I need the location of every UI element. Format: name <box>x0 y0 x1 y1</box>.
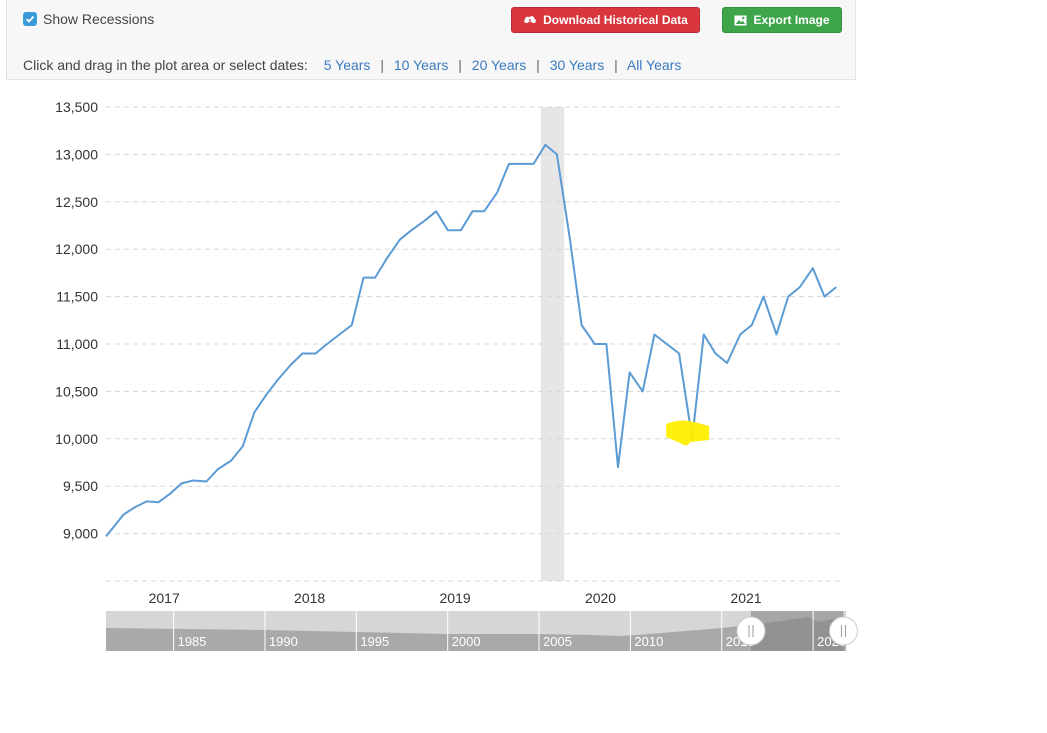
navigator-left-handle[interactable] <box>736 616 766 646</box>
download-historical-data-button[interactable]: Download Historical Data <box>511 7 700 33</box>
range-30-years-link[interactable]: 30 Years <box>549 57 605 73</box>
image-icon <box>734 15 747 25</box>
series-line[interactable] <box>105 143 837 538</box>
x-tick-label: 2019 <box>440 590 471 606</box>
navigator-selected-window[interactable] <box>750 611 844 651</box>
navigator-year-label: 2010 <box>634 634 663 649</box>
y-tick-label: 11,000 <box>56 336 98 352</box>
y-tick-label: 9,500 <box>63 478 98 494</box>
range-all-years-link[interactable]: All Years <box>626 57 682 73</box>
recession-band <box>540 107 565 581</box>
download-button-label: Download Historical Data <box>543 13 688 27</box>
y-tick-label: 13,500 <box>55 99 98 115</box>
cloud-download-icon <box>524 16 537 26</box>
range-20-years-link[interactable]: 20 Years <box>471 57 527 73</box>
range-prompt: Click and drag in the plot area or selec… <box>23 57 308 73</box>
show-recessions-label: Show Recessions <box>43 11 155 27</box>
y-tick-label: 9,000 <box>63 526 98 542</box>
range-separator: | <box>536 57 540 73</box>
navigator-right-handle[interactable] <box>828 616 858 646</box>
navigator-year-label: 2005 <box>543 634 572 649</box>
navigator-year-label: 1995 <box>360 634 389 649</box>
y-tick-label: 12,500 <box>55 194 98 210</box>
navigator-series <box>106 617 846 651</box>
range-separator: | <box>458 57 462 73</box>
x-tick-label: 2020 <box>585 590 616 606</box>
range-5-years-link[interactable]: 5 Years <box>323 57 371 73</box>
navigator-year-label: 2000 <box>452 634 481 649</box>
date-range-selector: Click and drag in the plot area or selec… <box>23 57 681 73</box>
x-tick-label: 2018 <box>294 590 325 606</box>
y-tick-label: 11,500 <box>56 289 98 305</box>
range-separator: | <box>380 57 384 73</box>
y-tick-label: 10,000 <box>55 431 98 447</box>
chart-toolbar: Show Recessions Download Historical Data… <box>6 0 856 80</box>
export-button-label: Export Image <box>753 13 830 27</box>
navigator-year-label: 1985 <box>178 634 207 649</box>
show-recessions-toggle[interactable]: Show Recessions <box>23 11 154 27</box>
highlight-mark <box>666 420 710 446</box>
range-10-years-link[interactable]: 10 Years <box>393 57 449 73</box>
x-tick-label: 2021 <box>730 590 761 606</box>
y-tick-label: 13,000 <box>55 146 98 162</box>
range-separator: | <box>614 57 618 73</box>
y-tick-label: 10,500 <box>55 383 98 399</box>
navigator-year-label: 1990 <box>269 634 298 649</box>
x-tick-label: 2017 <box>149 590 180 606</box>
y-tick-label: 12,000 <box>55 241 98 257</box>
export-image-button[interactable]: Export Image <box>722 7 842 33</box>
checkbox-checked-icon[interactable] <box>23 12 37 26</box>
